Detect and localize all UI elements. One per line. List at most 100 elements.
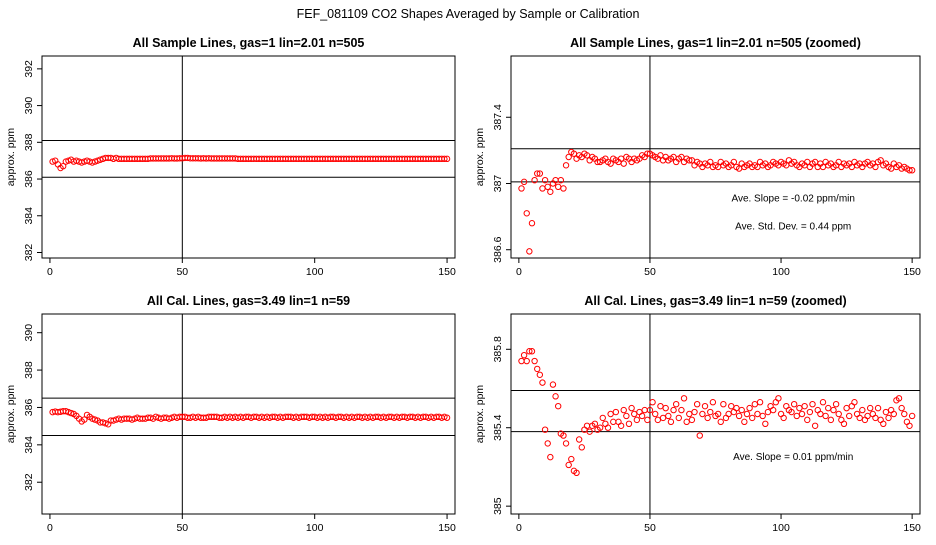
data-point bbox=[738, 406, 745, 414]
data-point bbox=[665, 412, 672, 420]
y-axis-label: approx. ppm bbox=[474, 385, 486, 444]
data-point bbox=[895, 395, 903, 402]
data-point bbox=[534, 365, 541, 373]
x-tick-label: 150 bbox=[903, 266, 921, 278]
data-point bbox=[898, 404, 905, 412]
y-tick-label: 384 bbox=[23, 436, 35, 454]
data-point bbox=[735, 412, 743, 420]
y-axis-label: approx. ppm bbox=[5, 385, 17, 444]
annotation-slope: Ave. Slope = -0.02 ppm/min bbox=[731, 193, 855, 204]
data-point bbox=[775, 395, 782, 402]
data-point bbox=[759, 412, 766, 420]
data-point bbox=[730, 158, 738, 166]
data-point bbox=[859, 406, 866, 414]
data-point bbox=[680, 395, 688, 402]
plot-frame bbox=[510, 313, 921, 515]
data-point bbox=[526, 248, 533, 255]
data-point bbox=[801, 402, 808, 410]
data-point bbox=[631, 410, 638, 418]
data-point bbox=[549, 381, 557, 388]
y-axis-label: approx. ppm bbox=[5, 128, 17, 187]
y-tick-label: 382 bbox=[23, 473, 35, 491]
panel-title: All Sample Lines, gas=1 lin=2.01 n=505 (… bbox=[570, 36, 861, 50]
data-point bbox=[544, 440, 551, 447]
data-point bbox=[814, 406, 821, 414]
data-point bbox=[81, 416, 88, 423]
data-point bbox=[701, 402, 709, 410]
data-point bbox=[531, 176, 538, 184]
data-point bbox=[620, 160, 627, 167]
data-point bbox=[686, 410, 693, 418]
panel-cal-lines: All Cal. Lines, gas=3.49 lin=1 n=59 appr… bbox=[5, 294, 456, 534]
data-point bbox=[709, 399, 717, 406]
annotation-std-dev: Ave. Std. Dev. = 0.44 ppm bbox=[735, 222, 851, 233]
data-point bbox=[544, 183, 551, 191]
y-tick-label: 386 bbox=[23, 399, 35, 417]
data-point bbox=[887, 406, 895, 414]
data-point bbox=[817, 410, 824, 418]
x-tick-label: 0 bbox=[516, 522, 522, 534]
data-point bbox=[901, 410, 908, 418]
data-point bbox=[604, 424, 612, 431]
data-point bbox=[607, 160, 614, 167]
x-tick-label: 150 bbox=[903, 522, 921, 534]
y-tick-label: 387 bbox=[492, 175, 504, 193]
data-point bbox=[872, 414, 879, 422]
data-point bbox=[683, 418, 690, 426]
data-point bbox=[730, 408, 738, 416]
plot-frame bbox=[41, 313, 456, 515]
data-point bbox=[877, 157, 884, 164]
data-point bbox=[908, 412, 916, 420]
data-point bbox=[646, 406, 654, 414]
data-point bbox=[880, 420, 887, 428]
data-point bbox=[443, 155, 451, 163]
data-point bbox=[827, 416, 835, 424]
data-point bbox=[691, 408, 698, 416]
data-point bbox=[644, 416, 651, 424]
data-point bbox=[832, 400, 840, 408]
data-point bbox=[725, 410, 732, 418]
x-tick-label: 0 bbox=[47, 266, 53, 278]
y-tick-label: 385.4 bbox=[492, 414, 504, 440]
y-tick-label: 386.6 bbox=[492, 236, 504, 262]
data-point bbox=[686, 157, 693, 164]
data-point bbox=[809, 400, 816, 408]
data-point bbox=[804, 416, 811, 424]
data-point bbox=[554, 402, 562, 410]
data-point bbox=[843, 404, 850, 412]
data-point bbox=[746, 404, 753, 412]
data-point bbox=[641, 406, 648, 414]
data-point bbox=[743, 410, 751, 418]
plot-frame bbox=[41, 55, 456, 259]
data-point bbox=[704, 414, 711, 422]
data-point bbox=[562, 162, 570, 169]
data-point bbox=[882, 408, 890, 416]
data-point bbox=[722, 414, 730, 422]
data-point bbox=[696, 432, 703, 439]
data-point bbox=[749, 414, 756, 422]
data-point bbox=[908, 167, 916, 174]
data-point bbox=[531, 357, 538, 365]
data-point bbox=[853, 410, 861, 418]
data-point bbox=[620, 406, 627, 414]
data-point bbox=[772, 399, 780, 406]
data-point bbox=[806, 408, 814, 416]
data-point bbox=[846, 412, 853, 420]
data-point bbox=[633, 416, 641, 424]
x-tick-label: 100 bbox=[306, 266, 324, 278]
data-point bbox=[756, 399, 764, 406]
data-point bbox=[547, 453, 554, 461]
data-point bbox=[825, 404, 832, 412]
data-point bbox=[560, 185, 567, 192]
data-point bbox=[699, 410, 706, 418]
panel-title: All Sample Lines, gas=1 lin=2.01 n=505 bbox=[133, 36, 365, 50]
data-point bbox=[539, 185, 546, 192]
data-point bbox=[798, 410, 806, 418]
y-tick-label: 385 bbox=[492, 497, 504, 515]
data-point bbox=[526, 348, 533, 355]
data-point bbox=[610, 418, 617, 426]
data-point bbox=[822, 412, 829, 420]
y-tick-label: 385.8 bbox=[492, 336, 504, 362]
data-point bbox=[848, 402, 856, 410]
data-point bbox=[754, 410, 761, 418]
